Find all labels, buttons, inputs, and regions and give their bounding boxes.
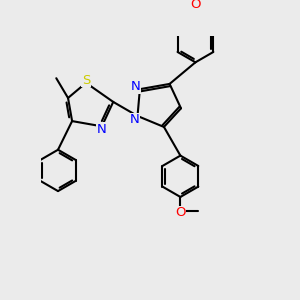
- Text: S: S: [82, 74, 90, 86]
- Text: O: O: [190, 0, 201, 11]
- Text: N: N: [131, 80, 140, 93]
- Text: N: N: [129, 113, 139, 126]
- Text: N: N: [97, 123, 107, 136]
- Text: O: O: [175, 206, 186, 219]
